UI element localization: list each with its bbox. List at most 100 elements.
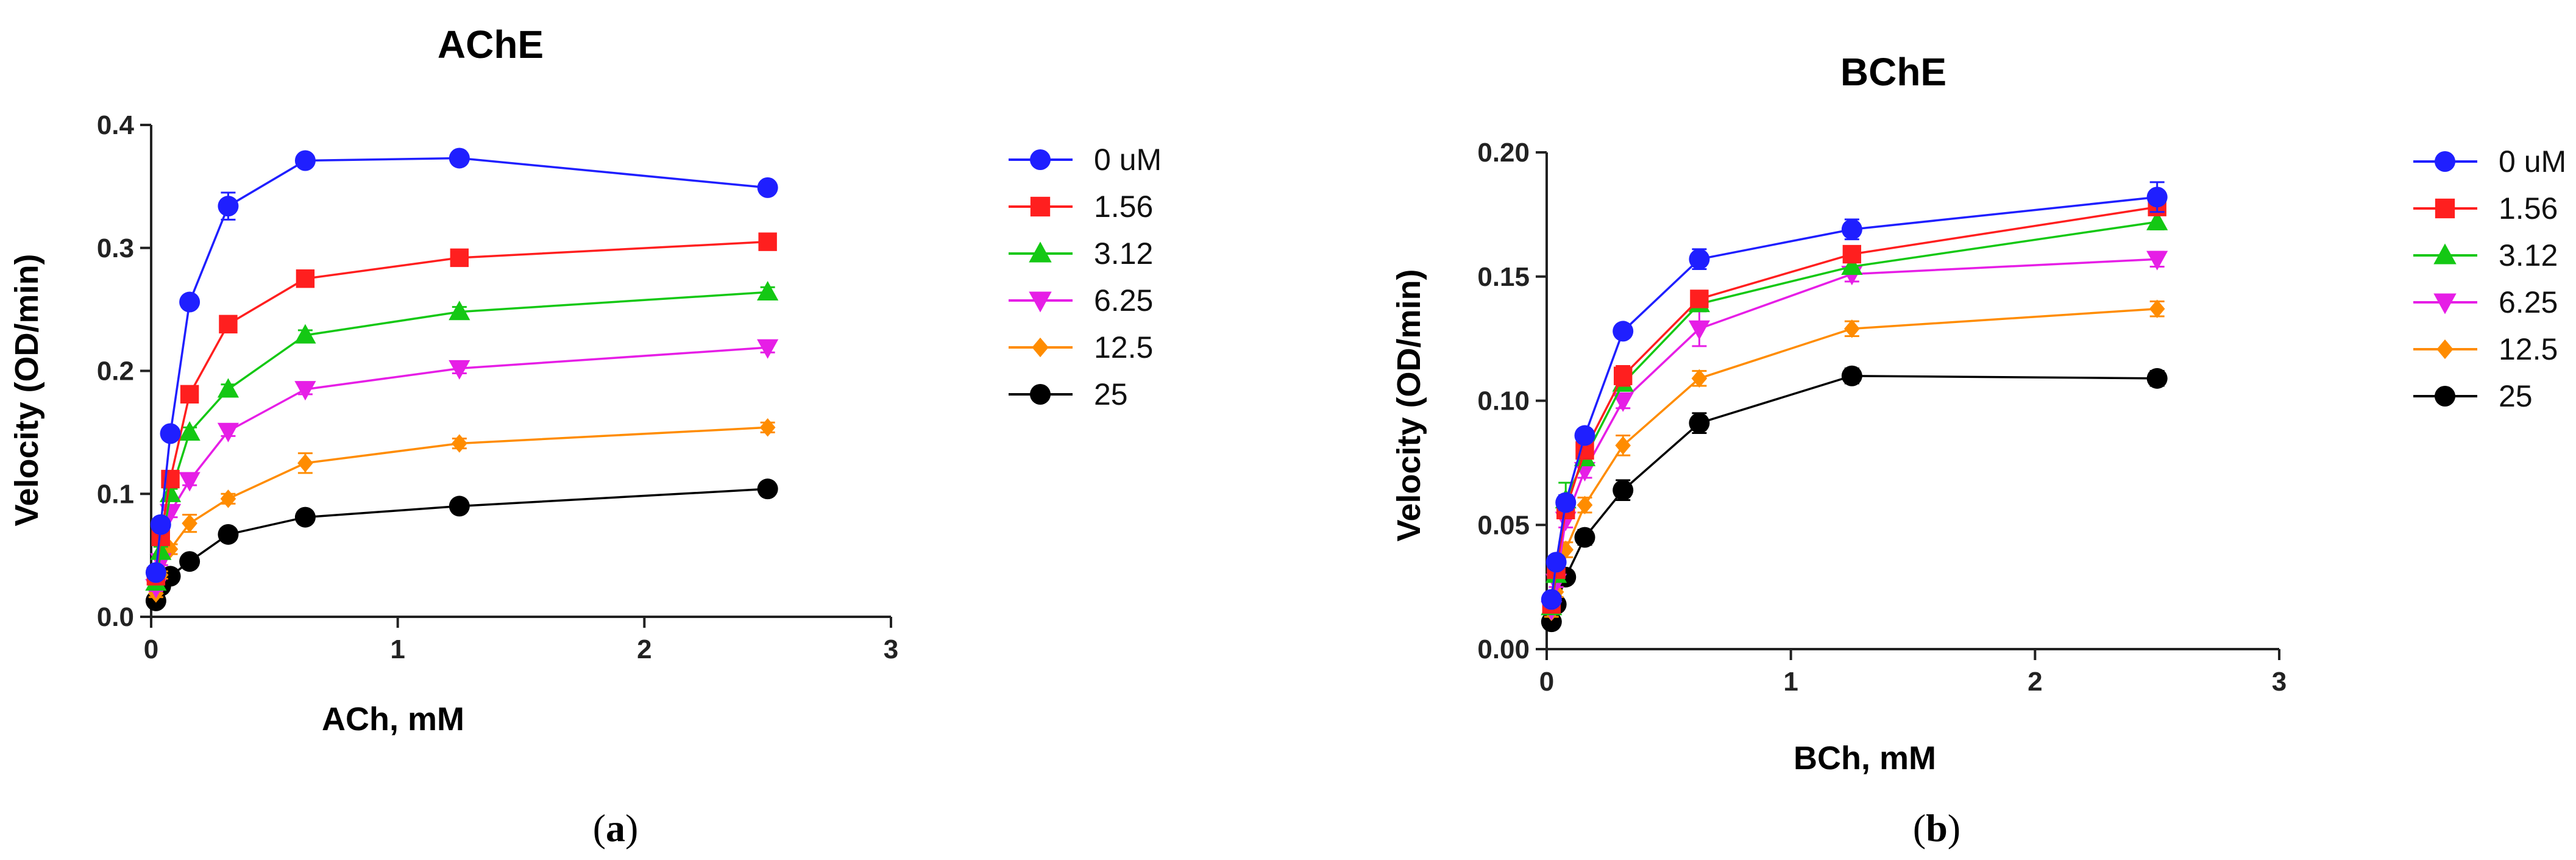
legend-marker	[2433, 293, 2457, 315]
y-tick-label: 0.4	[97, 110, 135, 140]
legend-item: 12.5	[1009, 330, 1153, 364]
data-point	[217, 378, 240, 398]
legend-item: 6.25	[2413, 285, 2558, 319]
data-point	[1613, 480, 1634, 501]
data-point	[220, 489, 236, 508]
x-tick-label: 1	[1783, 667, 1798, 697]
legend-marker	[2433, 243, 2457, 265]
legend-marker	[1030, 384, 1051, 405]
data-point	[218, 524, 239, 545]
data-point	[1841, 219, 1862, 240]
data-point	[2146, 210, 2168, 230]
data-point	[757, 339, 779, 359]
legend-marker	[1029, 241, 1052, 263]
data-point	[450, 248, 469, 268]
data-point	[1689, 413, 1710, 434]
legend: 0 uM 1.56 3.12 6.25 12.5 25	[1009, 143, 1162, 411]
data-point	[1614, 366, 1633, 385]
legend-label: 0 uM	[1094, 143, 1162, 177]
data-point	[1841, 365, 1862, 386]
data-point	[179, 291, 200, 313]
data-point	[1841, 255, 1863, 275]
x-tick-label: 2	[2028, 667, 2042, 697]
data-point	[145, 562, 166, 583]
x-tick-label: 0	[1539, 667, 1554, 697]
chart-panel-ache: AChE Velocity (OD/min) ACh, mM 0 uM 1.56 3…	[9, 23, 1162, 850]
data-point	[757, 177, 778, 198]
data-point	[1555, 492, 1577, 513]
legend-label: 6.25	[2499, 285, 2558, 319]
panel-caption-letter: b	[1926, 806, 1948, 850]
legend-label: 25	[1094, 377, 1128, 411]
data-point	[1545, 552, 1567, 573]
plot-area	[145, 147, 779, 611]
series	[145, 147, 778, 583]
legend-marker	[1030, 149, 1051, 170]
data-point	[1612, 392, 1634, 412]
data-point	[449, 360, 470, 380]
plot-area	[1541, 181, 2168, 633]
y-tick-label: 0.10	[1477, 386, 1530, 416]
legend: 0 uM 1.56 3.12 6.25 12.5 25	[2413, 144, 2566, 413]
legend-label: 12.5	[1094, 330, 1153, 364]
y-axis-label: Velocity (OD/min)	[1391, 269, 1427, 541]
legend-item: 6.25	[1009, 283, 1153, 318]
y-tick-label: 0.2	[97, 357, 134, 386]
legend-label: 6.25	[1094, 283, 1153, 318]
panel-caption: (a)	[593, 806, 639, 850]
legend-label: 1.56	[2499, 191, 2558, 226]
legend-marker	[2435, 386, 2455, 407]
x-tick-label: 2	[637, 634, 651, 664]
data-point	[180, 385, 199, 404]
data-point	[1615, 436, 1631, 455]
chart-title: AChE	[438, 23, 544, 66]
legend-item: 3.12	[2413, 238, 2558, 272]
legend-marker	[1029, 291, 1052, 313]
data-point	[294, 381, 316, 401]
legend-item: 0 uM	[1009, 143, 1162, 177]
data-point	[182, 514, 197, 533]
series	[1541, 181, 2168, 610]
legend-marker	[2436, 339, 2454, 360]
data-point	[160, 423, 181, 444]
legend-marker	[1032, 337, 1049, 358]
data-point	[1574, 425, 1595, 446]
legend-label: 12.5	[2499, 332, 2558, 366]
legend-marker	[1030, 196, 1051, 217]
x-tick-label: 3	[2272, 667, 2287, 697]
data-point	[179, 472, 200, 492]
legend-label: 0 uM	[2499, 144, 2566, 179]
data-point	[294, 150, 316, 171]
legend-label: 3.12	[1094, 236, 1153, 271]
legend-label: 1.56	[1094, 190, 1153, 224]
chart-title: BChE	[1840, 50, 1946, 94]
axes: 0.0 0.1 0.2 0.3 0.4 0 1 2 3	[97, 110, 898, 664]
y-tick-label: 0.15	[1477, 262, 1530, 292]
panel-caption-letter: a	[606, 806, 625, 850]
data-point	[1690, 290, 1709, 308]
data-point	[1689, 249, 1710, 270]
data-point	[159, 482, 182, 502]
y-tick-label: 0.1	[97, 479, 134, 509]
data-point	[449, 147, 470, 169]
data-point	[757, 478, 778, 500]
x-axis-label: ACh, mM	[322, 701, 464, 737]
data-point	[296, 269, 315, 288]
data-point	[1844, 319, 1860, 338]
data-point	[297, 453, 313, 473]
data-point	[218, 196, 239, 217]
legend-label: 25	[2499, 379, 2533, 413]
data-point	[1688, 320, 1711, 340]
x-axis-label: BCh, mM	[1794, 740, 1936, 776]
legend-marker	[2435, 198, 2455, 219]
data-point	[2146, 368, 2168, 389]
legend-item: 25	[2413, 379, 2533, 413]
chart-panel-bche: BChE Velocity (OD/min) BCh, mM 0 uM 1.56 3…	[1391, 50, 2566, 850]
y-tick-label: 0.3	[97, 233, 134, 263]
data-point	[2146, 187, 2168, 208]
legend-item: 1.56	[1009, 190, 1153, 224]
legend-item: 1.56	[2413, 191, 2558, 226]
data-point	[2146, 251, 2168, 271]
data-point	[1842, 244, 1862, 264]
